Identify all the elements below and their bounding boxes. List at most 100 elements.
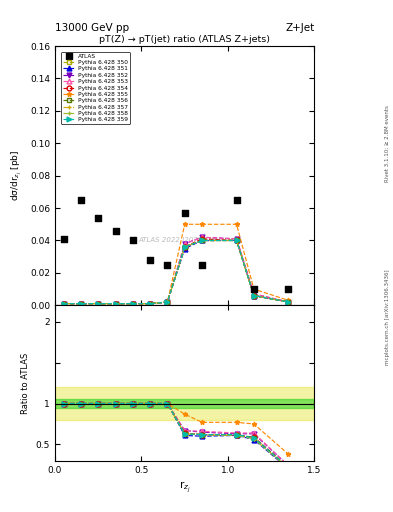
Pythia 6.428 358 (113, 301, 118, 307)
Pythia 6.428 354 (234, 238, 239, 244)
Line: Pythia 6.428 354: Pythia 6.428 354 (61, 237, 291, 306)
Text: ATLAS 2022 I2077570: ATLAS 2022 I2077570 (138, 238, 216, 244)
Line: Pythia 6.428 350: Pythia 6.428 350 (61, 238, 291, 306)
Pythia 6.428 357 (148, 301, 152, 307)
Pythia 6.428 357 (61, 301, 66, 307)
Text: Rivet 3.1.10; ≥ 2.8M events: Rivet 3.1.10; ≥ 2.8M events (385, 105, 389, 182)
Pythia 6.428 354 (113, 301, 118, 307)
Pythia 6.428 355 (96, 301, 101, 307)
Line: Pythia 6.428 355: Pythia 6.428 355 (61, 222, 291, 306)
Line: Pythia 6.428 356: Pythia 6.428 356 (61, 238, 291, 306)
Pythia 6.428 357 (234, 238, 239, 244)
Pythia 6.428 355 (165, 299, 170, 305)
ATLAS (147, 256, 153, 264)
Pythia 6.428 354 (286, 299, 291, 305)
ATLAS (130, 237, 136, 245)
Pythia 6.428 353 (79, 301, 83, 307)
Pythia 6.428 350 (286, 299, 291, 305)
Pythia 6.428 356 (252, 292, 256, 298)
Pythia 6.428 350 (252, 292, 256, 298)
Pythia 6.428 350 (234, 238, 239, 244)
Pythia 6.428 352 (113, 301, 118, 307)
Pythia 6.428 350 (130, 301, 135, 307)
Pythia 6.428 351 (200, 238, 204, 244)
Pythia 6.428 353 (165, 299, 170, 305)
Pythia 6.428 351 (79, 301, 83, 307)
Pythia 6.428 353 (286, 299, 291, 305)
Pythia 6.428 352 (286, 299, 291, 305)
Pythia 6.428 359 (252, 292, 256, 298)
Y-axis label: dσ/dr$_{z_j}$ [pb]: dσ/dr$_{z_j}$ [pb] (10, 150, 24, 201)
Pythia 6.428 354 (165, 299, 170, 305)
Pythia 6.428 351 (61, 301, 66, 307)
Pythia 6.428 350 (165, 299, 170, 305)
Pythia 6.428 352 (130, 301, 135, 307)
Pythia 6.428 353 (200, 234, 204, 240)
Pythia 6.428 356 (148, 301, 152, 307)
Pythia 6.428 358 (61, 301, 66, 307)
Pythia 6.428 354 (96, 301, 101, 307)
Pythia 6.428 356 (96, 301, 101, 307)
Bar (55, 387, 314, 420)
Pythia 6.428 351 (234, 238, 239, 244)
Pythia 6.428 358 (252, 292, 256, 298)
Y-axis label: Ratio to ATLAS: Ratio to ATLAS (21, 352, 30, 414)
Pythia 6.428 351 (113, 301, 118, 307)
Pythia 6.428 358 (96, 301, 101, 307)
Pythia 6.428 356 (182, 244, 187, 250)
Pythia 6.428 359 (79, 301, 83, 307)
ATLAS (285, 285, 292, 293)
Pythia 6.428 354 (130, 301, 135, 307)
Pythia 6.428 358 (165, 299, 170, 305)
Pythia 6.428 351 (182, 246, 187, 252)
Pythia 6.428 359 (130, 301, 135, 307)
Pythia 6.428 357 (286, 299, 291, 305)
Pythia 6.428 357 (96, 301, 101, 307)
Pythia 6.428 350 (96, 301, 101, 307)
Pythia 6.428 356 (286, 299, 291, 305)
Pythia 6.428 350 (182, 244, 187, 250)
Pythia 6.428 357 (252, 292, 256, 298)
Pythia 6.428 352 (79, 301, 83, 307)
Pythia 6.428 351 (165, 299, 170, 305)
Pythia 6.428 358 (286, 299, 291, 305)
Pythia 6.428 355 (61, 301, 66, 307)
Line: Pythia 6.428 358: Pythia 6.428 358 (61, 238, 291, 306)
Pythia 6.428 359 (96, 301, 101, 307)
Pythia 6.428 353 (113, 301, 118, 307)
Line: Pythia 6.428 352: Pythia 6.428 352 (61, 235, 291, 306)
ATLAS (112, 227, 119, 235)
Pythia 6.428 356 (234, 238, 239, 244)
ATLAS (95, 214, 101, 222)
ATLAS (233, 196, 240, 204)
Pythia 6.428 351 (148, 301, 152, 307)
Pythia 6.428 354 (252, 292, 256, 298)
Pythia 6.428 351 (252, 292, 256, 298)
Text: Z+Jet: Z+Jet (285, 23, 314, 33)
ATLAS (251, 285, 257, 293)
Pythia 6.428 355 (130, 301, 135, 307)
Line: Pythia 6.428 359: Pythia 6.428 359 (61, 238, 291, 306)
Pythia 6.428 356 (79, 301, 83, 307)
Pythia 6.428 358 (79, 301, 83, 307)
Text: mcplots.cern.ch [arXiv:1306.3436]: mcplots.cern.ch [arXiv:1306.3436] (385, 270, 389, 365)
Pythia 6.428 359 (286, 299, 291, 305)
Pythia 6.428 359 (182, 244, 187, 250)
Pythia 6.428 358 (200, 238, 204, 244)
Text: 13000 GeV pp: 13000 GeV pp (55, 23, 129, 33)
Pythia 6.428 358 (234, 238, 239, 244)
Pythia 6.428 359 (113, 301, 118, 307)
Pythia 6.428 358 (182, 244, 187, 250)
Pythia 6.428 352 (148, 301, 152, 307)
Pythia 6.428 354 (148, 301, 152, 307)
Pythia 6.428 355 (148, 301, 152, 307)
Pythia 6.428 352 (252, 291, 256, 297)
Pythia 6.428 354 (200, 236, 204, 242)
Pythia 6.428 356 (165, 299, 170, 305)
Pythia 6.428 351 (96, 301, 101, 307)
Pythia 6.428 355 (79, 301, 83, 307)
Pythia 6.428 357 (165, 299, 170, 305)
Pythia 6.428 359 (200, 238, 204, 244)
Pythia 6.428 356 (113, 301, 118, 307)
Title: pT(Z) → pT(jet) ratio (ATLAS Z+jets): pT(Z) → pT(jet) ratio (ATLAS Z+jets) (99, 35, 270, 44)
